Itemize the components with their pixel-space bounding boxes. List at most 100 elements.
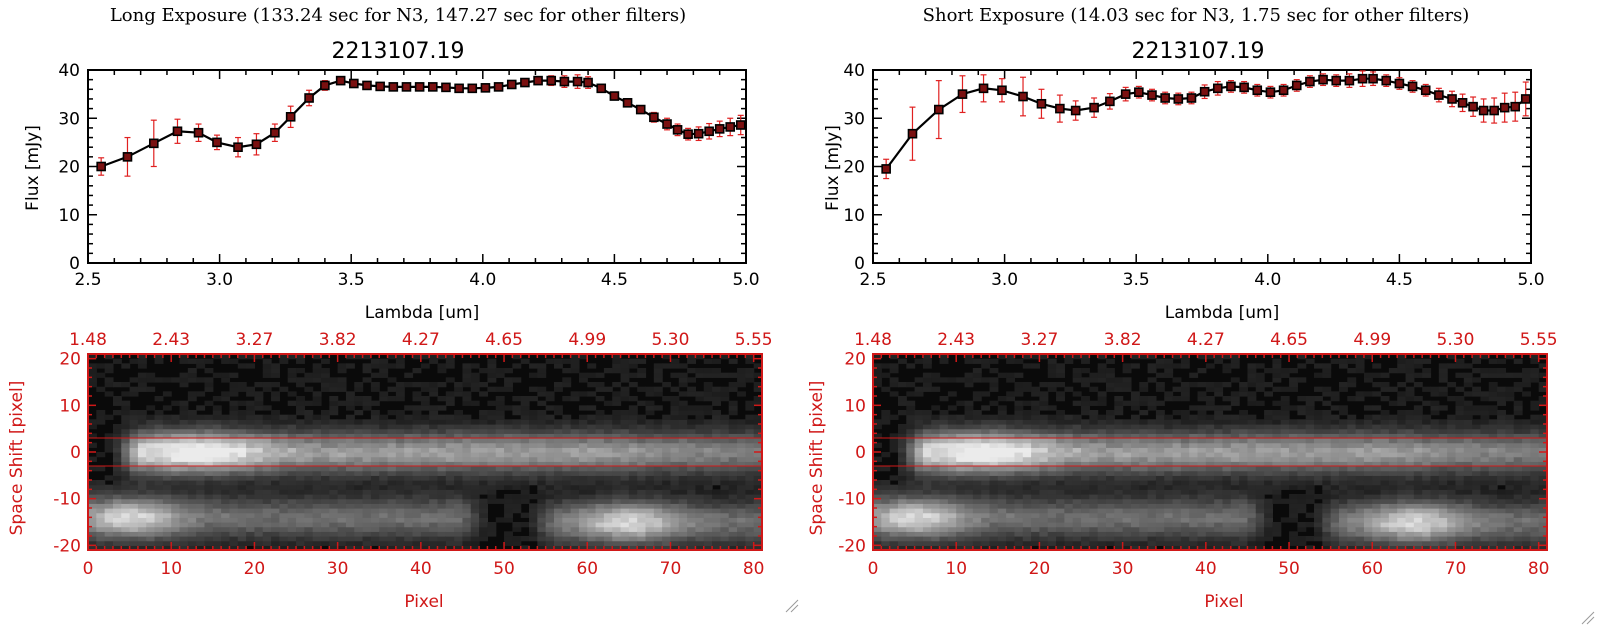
image-pixel: [1014, 484, 1024, 490]
image-pixel: [345, 526, 355, 532]
image-pixel: [437, 531, 447, 537]
image-pixel: [1047, 405, 1057, 411]
image-pixel: [553, 461, 563, 467]
image-pixel: [889, 531, 899, 537]
image-pixel: [146, 470, 156, 476]
image-pixel: [479, 498, 489, 504]
image-pixel: [620, 363, 630, 369]
image-pixel: [897, 484, 907, 490]
image-pixel: [529, 531, 538, 537]
image-pixel: [362, 517, 372, 523]
image-pixel: [947, 419, 957, 425]
image-pixel: [964, 433, 974, 439]
image-pixel: [1081, 442, 1090, 448]
image-pixel: [462, 461, 472, 467]
image-pixel: [906, 536, 916, 542]
image-pixel: [179, 484, 189, 490]
image-pixel: [129, 480, 139, 486]
image-pixel: [262, 419, 272, 425]
image-pixel: [578, 508, 588, 514]
image-pixel: [1031, 470, 1041, 476]
image-pixel: [287, 545, 297, 550]
image-pixel: [187, 526, 197, 532]
image-top-wavelength-label: 2.43: [152, 330, 190, 350]
image-pixel: [603, 508, 613, 514]
image-pixel: [162, 424, 172, 430]
image-pixel: [637, 512, 647, 518]
image-pixel: [504, 512, 513, 518]
image-pixel: [1197, 540, 1207, 546]
image-pixel: [262, 489, 272, 495]
image-pixel: [171, 452, 181, 458]
image-pixel: [873, 372, 882, 378]
image-pixel: [121, 475, 131, 481]
image-pixel: [370, 428, 380, 434]
image-pixel: [1180, 382, 1190, 388]
image-pixel: [703, 447, 713, 453]
image-pixel: [881, 363, 891, 369]
image-pixel: [370, 456, 380, 462]
image-pixel: [545, 503, 555, 509]
image-pixel: [645, 386, 655, 392]
image-pixel: [947, 512, 957, 518]
image-pixel: [504, 508, 513, 514]
image-pixel: [129, 536, 139, 542]
image-pixel: [237, 354, 247, 360]
image-pixel: [1072, 433, 1082, 439]
image-pixel: [897, 480, 907, 486]
image-pixel: [914, 410, 924, 416]
image-pixel: [914, 480, 924, 486]
image-pixel: [1014, 419, 1024, 425]
image-pixel: [1155, 540, 1165, 546]
image-pixel: [964, 517, 974, 523]
image-pixel: [262, 456, 272, 462]
image-pixel: [479, 526, 489, 532]
image-pixel: [1022, 484, 1032, 490]
image-pixel: [906, 382, 916, 388]
image-pixel: [529, 386, 538, 392]
image-pixel: [479, 461, 489, 467]
image-pixel: [720, 489, 730, 495]
image-pixel: [271, 461, 280, 467]
image-pixel: [1139, 410, 1149, 416]
image-pixel: [420, 461, 430, 467]
image-pixel: [1097, 489, 1107, 495]
image-x-tick-label: 20: [244, 559, 266, 579]
image-pixel: [1139, 484, 1149, 490]
image-pixel: [1172, 536, 1182, 542]
image-pixel: [254, 540, 264, 546]
image-pixel: [429, 461, 439, 467]
image-pixel: [570, 391, 580, 397]
image-pixel: [889, 536, 899, 542]
image-pixel: [454, 433, 464, 439]
image-pixel: [495, 466, 505, 472]
image-pixel: [570, 428, 580, 434]
image-pixel: [720, 536, 730, 542]
image-pixel: [1006, 452, 1016, 458]
image-pixel: [121, 498, 131, 504]
image-pixel: [553, 470, 563, 476]
image-pixel: [637, 489, 647, 495]
image-pixel: [370, 447, 380, 453]
image-pixel: [387, 494, 397, 500]
image-pixel: [104, 503, 114, 509]
image-pixel: [728, 531, 738, 537]
image-pixel: [1097, 480, 1107, 486]
image-pixel: [997, 512, 1007, 518]
image-pixel: [897, 410, 907, 416]
image-pixel: [972, 517, 982, 523]
image-pixel: [873, 498, 882, 504]
image-pixel: [504, 456, 513, 462]
image-pixel: [753, 456, 762, 462]
image-pixel: [645, 540, 655, 546]
x-tick-label: 3.0: [991, 270, 1018, 290]
image-pixel: [1189, 508, 1199, 514]
image-pixel: [1172, 466, 1182, 472]
image-pixel: [1189, 522, 1199, 528]
image-pixel: [337, 536, 347, 542]
image-pixel: [1172, 433, 1182, 439]
image-pixel: [972, 424, 982, 430]
image-pixel: [997, 498, 1007, 504]
image-pixel: [562, 419, 572, 425]
image-pixel: [612, 536, 622, 542]
